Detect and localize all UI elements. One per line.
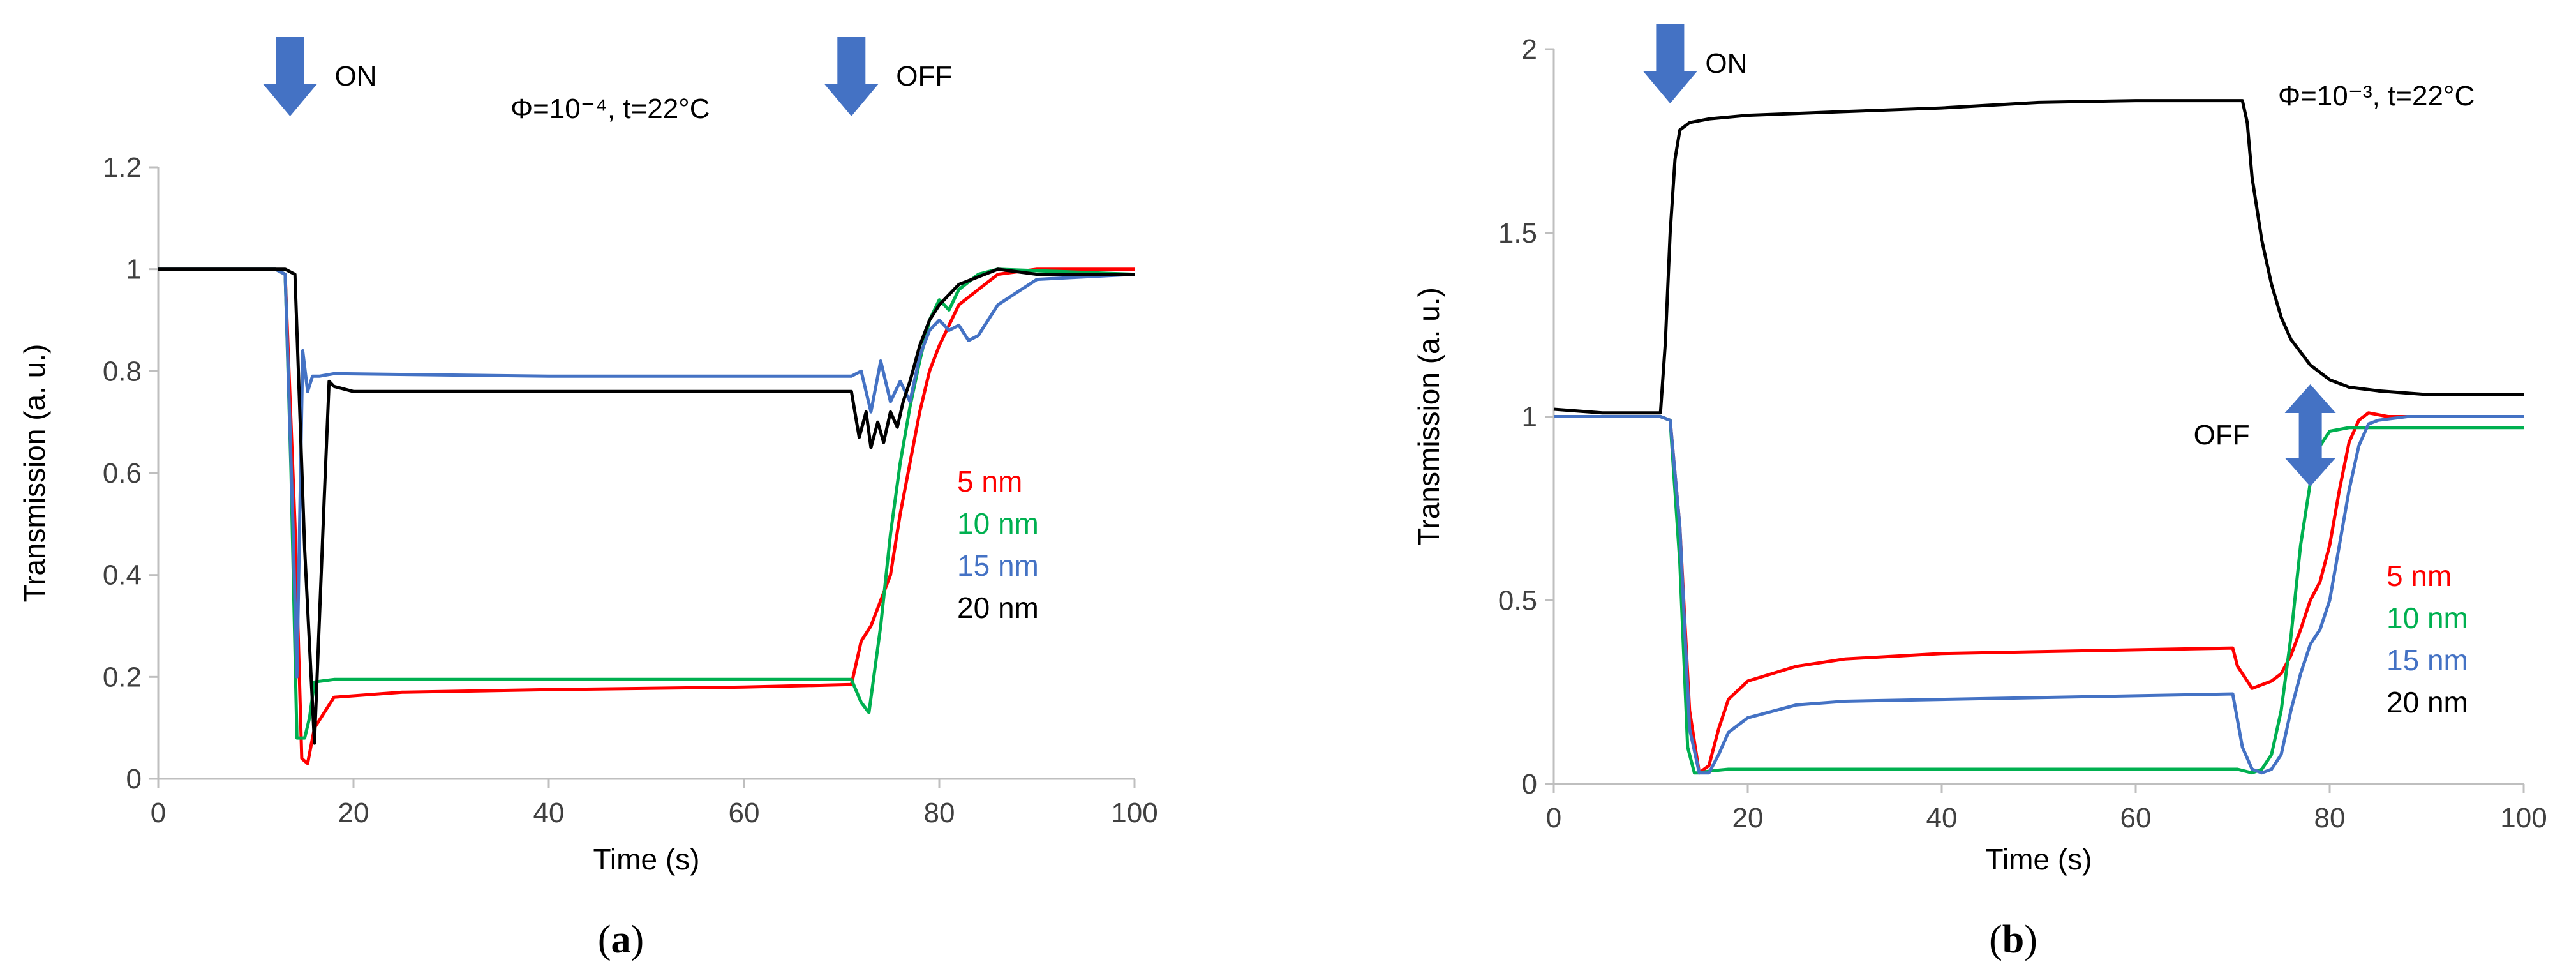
y-tick-label: 0.6	[103, 458, 142, 489]
x-tick-label: 40	[533, 797, 565, 829]
caption-paren: (	[1989, 918, 2002, 961]
x-tick-label: 40	[1926, 802, 1958, 834]
legend-entry: 15 nm	[957, 549, 1039, 582]
arrow-updown-icon	[2284, 384, 2336, 486]
x-tick-label: 0	[151, 797, 166, 829]
caption-paren: )	[2024, 918, 2037, 961]
chart-title: Φ=10⁻⁴, t=22°C	[510, 93, 710, 124]
y-tick-label: 1.5	[1498, 218, 1537, 249]
panel-caption: (a)	[598, 918, 644, 961]
series-line-10-nm	[1554, 415, 2524, 775]
legend-entry: 5 nm	[2386, 559, 2452, 592]
caption-paren: (	[598, 918, 611, 961]
series-line-20-nm	[1553, 99, 2524, 415]
y-tick-label: 2	[1522, 34, 1537, 65]
x-axis-label: Time (s)	[593, 843, 700, 876]
caption-letter: a	[611, 918, 631, 961]
series-line-15-nm	[1554, 415, 2524, 775]
arrow-down-icon	[263, 37, 317, 116]
legend-entry: 15 nm	[2386, 643, 2468, 677]
series-line-10-nm	[158, 267, 1135, 740]
y-axis-label: Transmission (a. u.)	[18, 344, 51, 603]
legend-entry: 5 nm	[957, 465, 1022, 498]
legend-entry: 20 nm	[2386, 686, 2468, 719]
y-tick-label: 0.5	[1498, 585, 1537, 616]
x-tick-label: 60	[2120, 802, 2152, 834]
y-tick-label: 1	[126, 254, 142, 285]
annotation-label: ON	[335, 61, 377, 92]
x-tick-label: 100	[1111, 797, 1158, 829]
chart-title: Φ=10⁻³, t=22°C	[2278, 80, 2475, 112]
y-axis-label: Transmission (a. u.)	[1412, 287, 1445, 546]
x-tick-label: 20	[338, 797, 369, 829]
arrow-down-icon	[1643, 24, 1697, 103]
annotation-label: ON	[1705, 48, 1747, 79]
y-tick-label: 0	[1522, 769, 1537, 800]
x-tick-label: 80	[2314, 802, 2346, 834]
y-tick-label: 0.4	[103, 560, 142, 591]
y-tick-label: 0.2	[103, 661, 142, 693]
legend-entry: 10 nm	[2386, 601, 2468, 635]
panel-a: 0 0.2 0.4 0.6 0.8 1 1.2 0 20 40 60 80 100 Time (s) Tra…	[18, 37, 1158, 961]
x-tick-label: 100	[2500, 802, 2547, 834]
panel-caption: (b)	[1989, 918, 2037, 961]
annotation-label: OFF	[2194, 419, 2250, 451]
x-tick-label: 0	[1546, 802, 1561, 834]
y-tick-label: 0	[126, 764, 142, 795]
x-axis-label: Time (s)	[1986, 843, 2092, 876]
x-tick-label: 60	[729, 797, 760, 829]
caption-letter: b	[2002, 918, 2024, 961]
arrow-down-icon	[824, 37, 879, 116]
legend-entry: 10 nm	[957, 507, 1039, 540]
x-tick-label: 80	[924, 797, 955, 829]
caption-paren: )	[631, 918, 644, 961]
series-line-20-nm	[158, 267, 1135, 745]
annotation-label: OFF	[896, 61, 952, 92]
series-line-5-nm	[158, 267, 1135, 765]
y-tick-label: 0.8	[103, 356, 142, 387]
y-tick-label: 1	[1522, 402, 1537, 433]
x-tick-label: 20	[1732, 802, 1764, 834]
y-tick-label: 1.2	[103, 152, 142, 183]
legend-entry: 20 nm	[957, 591, 1039, 624]
